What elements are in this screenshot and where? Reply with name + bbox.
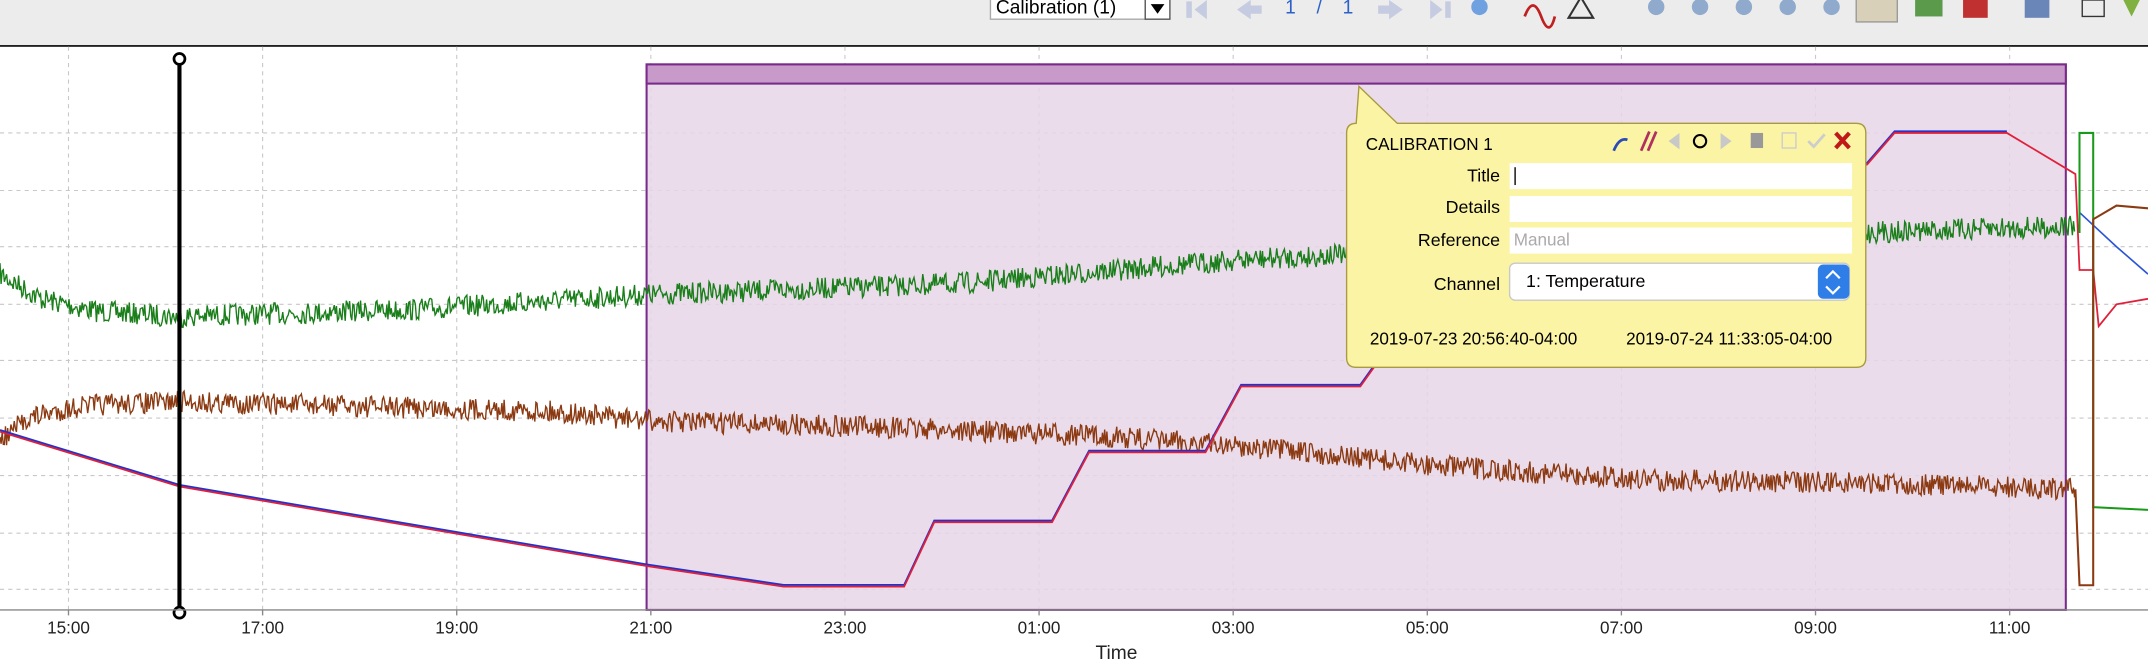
popup-heading: CALIBRATION 1	[1366, 135, 1493, 154]
tool-icon[interactable]	[1566, 0, 1596, 19]
tool-icon[interactable]	[2081, 0, 2105, 18]
tool-icon[interactable]	[1647, 0, 1665, 16]
x-tick-label: 09:00	[1794, 619, 1837, 638]
popup-icon[interactable]	[1612, 138, 1628, 152]
x-ticks: 15:00 17:00 19:00 21:00 23:00 01:00 03:00 05:00…	[47, 609, 2031, 638]
trace-blue	[2078, 211, 2148, 275]
x-tick-label: 03:00	[1212, 619, 1255, 638]
cursor-handle[interactable]	[172, 52, 187, 66]
popup-icon[interactable]	[1692, 133, 1708, 149]
popup-icon[interactable]	[1750, 132, 1764, 149]
nav-icons	[1186, 0, 1451, 20]
last-icon[interactable]	[1430, 0, 1451, 20]
tool-icons	[1471, 0, 2140, 29]
field-label: Channel	[1434, 274, 1500, 294]
tool-icon[interactable]	[1471, 0, 1488, 16]
reference-placeholder: Manual	[1514, 231, 1570, 250]
popup	[1345, 84, 1867, 369]
reference-input[interactable]	[1509, 227, 1853, 254]
tool-icon[interactable]	[1691, 0, 1709, 16]
field-label: Reference	[1418, 230, 1500, 250]
calibration-region-header[interactable]	[645, 63, 2067, 85]
popup-icon[interactable]	[1807, 133, 1826, 149]
x-tick-label: 05:00	[1406, 619, 1449, 638]
cursor-handle[interactable]	[172, 605, 187, 620]
trace-brown	[2074, 204, 2148, 587]
popup-close[interactable]	[1834, 131, 1851, 150]
x-tick-label: 01:00	[1018, 619, 1061, 638]
tool-icon[interactable]	[1779, 0, 1796, 16]
prev-icon[interactable]	[1237, 0, 1262, 20]
tool-icon[interactable]	[1963, 0, 1988, 18]
first-icon[interactable]	[1186, 0, 1207, 20]
selector-arrow-icon	[1150, 4, 1165, 14]
start-time: 2019-07-23 20:56:40-04:00	[1370, 329, 1577, 348]
channel-select-button[interactable]	[1817, 264, 1850, 299]
channel-select-arrows	[1825, 269, 1841, 295]
trace-red	[0, 132, 2148, 588]
x-tick-label: 21:00	[629, 619, 672, 638]
tool-icon[interactable]	[1823, 0, 1840, 16]
tool-icon[interactable]	[2024, 0, 2050, 18]
tool-icon[interactable]	[1735, 0, 1753, 16]
page-total: 1	[1343, 0, 1354, 18]
next-icon[interactable]	[1378, 0, 1403, 20]
x-tick-label: 11:00	[1989, 619, 2031, 638]
trace-green	[2078, 131, 2148, 511]
tool-icon[interactable]	[1523, 4, 1557, 29]
popup-icons	[1612, 131, 1851, 152]
x-tick-label: 19:00	[435, 619, 478, 638]
field-label: Details	[1446, 197, 1500, 217]
popup-icon[interactable]	[1639, 131, 1658, 152]
popup-icon[interactable]	[1781, 132, 1797, 149]
page-current: 1	[1285, 0, 1296, 18]
field-label: Title	[1467, 166, 1500, 186]
x-tick-label: 23:00	[824, 619, 867, 638]
trace-brown	[0, 389, 2076, 501]
popup-icon[interactable]	[1720, 132, 1732, 150]
channel-value: 1: Temperature	[1526, 271, 1645, 291]
x-tick-label: 15:00	[47, 619, 90, 638]
end-time: 2019-07-24 11:33:05-04:00	[1626, 329, 1832, 348]
popup-icon[interactable]	[1668, 132, 1680, 150]
page-separator: /	[1317, 0, 1323, 18]
details-input[interactable]	[1509, 195, 1853, 223]
x-tick-label: 07:00	[1600, 619, 1643, 638]
title-input[interactable]	[1509, 163, 1853, 190]
x-tick-label: 17:00	[241, 619, 284, 638]
tool-icon[interactable]	[1915, 0, 1943, 17]
x-axis-title: Time	[1096, 643, 1138, 662]
tool-icon-active[interactable]	[1855, 0, 1898, 23]
selector-text: Calibration (1)	[996, 0, 1116, 18]
tool-icon[interactable]	[2123, 0, 2140, 17]
